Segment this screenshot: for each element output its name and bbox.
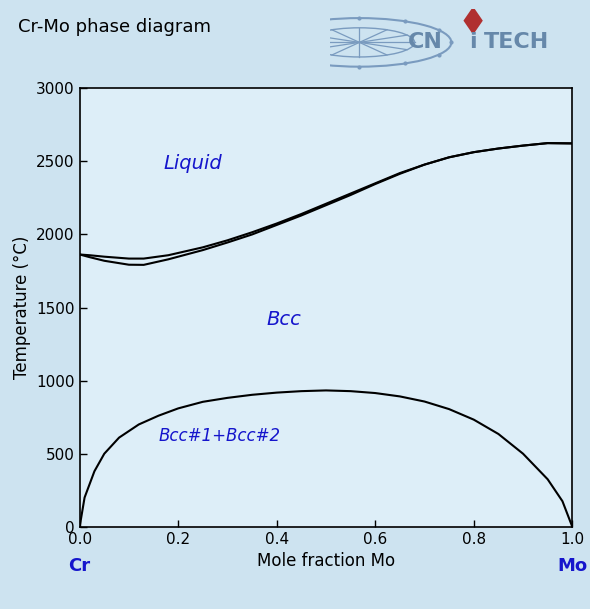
Text: Liquid: Liquid — [163, 153, 222, 173]
Text: CN: CN — [408, 32, 442, 52]
Text: Cr-Mo phase diagram: Cr-Mo phase diagram — [18, 18, 211, 37]
Text: i: i — [470, 32, 477, 52]
Text: Mo: Mo — [557, 557, 588, 576]
Text: TECH: TECH — [484, 32, 549, 52]
Text: Bcc: Bcc — [267, 310, 301, 329]
X-axis label: Mole fraction Mo: Mole fraction Mo — [257, 552, 395, 570]
Polygon shape — [463, 7, 483, 35]
Y-axis label: Temperature (°C): Temperature (°C) — [12, 236, 31, 379]
Text: Cr: Cr — [68, 557, 91, 576]
Text: Bcc#1+Bcc#2: Bcc#1+Bcc#2 — [159, 426, 281, 445]
